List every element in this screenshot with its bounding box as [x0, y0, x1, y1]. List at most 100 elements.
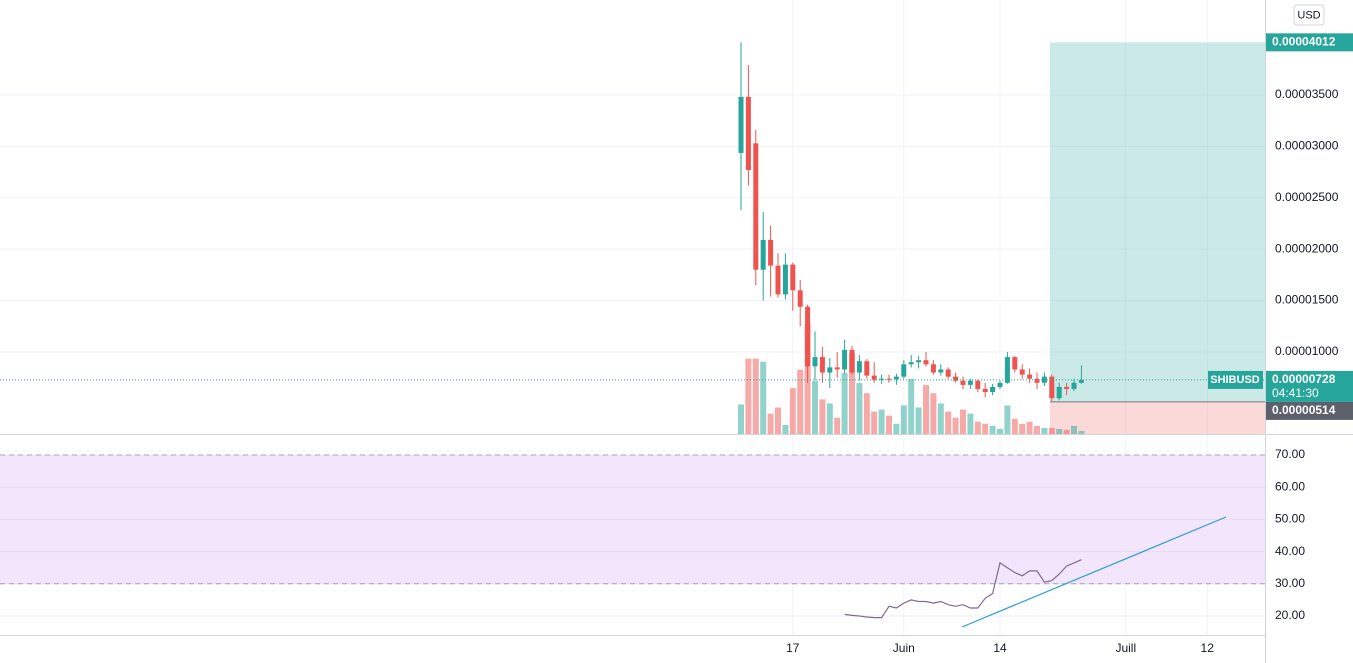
entry-label-bg [1266, 401, 1353, 420]
candle-body [1049, 376, 1055, 399]
candle-body [975, 380, 981, 389]
candle-body [953, 376, 959, 381]
y-tick-label: 70.00 [1275, 447, 1305, 461]
volume-bar [738, 404, 744, 434]
candle-body [1056, 386, 1062, 399]
volume-bar [819, 399, 826, 434]
candle-body [1034, 378, 1040, 383]
volume-bar [856, 383, 863, 434]
candle-body [775, 265, 781, 295]
candle-body [1078, 379, 1084, 383]
candle-body [1027, 374, 1033, 379]
candle-body [1064, 386, 1070, 389]
x-tick-label: 17 [786, 641, 800, 655]
entry-label: 0.00000514 [1272, 403, 1336, 417]
price-label: 0.00000728 [1272, 372, 1336, 386]
volume-bar [1004, 405, 1011, 434]
volume-bar [1026, 421, 1033, 434]
x-tick-label: Juin [893, 641, 915, 655]
candle-body [827, 367, 833, 373]
candle-body [916, 360, 922, 363]
volume-bar [915, 407, 922, 434]
volume-bar [863, 393, 870, 434]
candle-body [812, 357, 818, 367]
candle-body [945, 369, 951, 377]
grid-layer [0, 0, 1265, 635]
volume-bar [886, 415, 892, 434]
volume-bar [900, 405, 907, 434]
candle-body [982, 388, 988, 393]
candle-body [745, 96, 751, 171]
candle-body [997, 382, 1003, 387]
volume-bar [826, 403, 833, 434]
volume-bar [745, 358, 752, 434]
candle-body [923, 360, 929, 365]
y-tick-label: 0.00001000 [1275, 344, 1339, 358]
candle-body [1004, 357, 1010, 383]
candle-body [930, 364, 936, 373]
loss-zone [1050, 401, 1265, 434]
candle-body [879, 378, 885, 380]
candle-body [819, 357, 825, 373]
y-tick-label: 40.00 [1275, 544, 1305, 558]
candle-body [849, 349, 855, 373]
x-tick-label: Juill [1115, 641, 1136, 655]
volume-bar [982, 423, 989, 434]
countdown-label: 04:41:30 [1272, 386, 1319, 400]
volume-bar [812, 381, 818, 434]
y-tick-label: 30.00 [1275, 576, 1305, 590]
volume-bar [782, 424, 789, 434]
y-tick-label: 0.00003000 [1275, 139, 1339, 153]
y-tick-label: 20.00 [1275, 608, 1305, 622]
currency-label[interactable]: USD [1297, 9, 1320, 21]
candle-body [834, 367, 840, 370]
volume-bar [797, 369, 804, 434]
currency-button[interactable] [1293, 4, 1325, 26]
volume-bar [1019, 423, 1026, 434]
volume-bar [871, 411, 878, 434]
x-tick-label: 14 [993, 641, 1007, 655]
volume-bar [760, 361, 767, 434]
candle-body [842, 349, 848, 370]
candle-body [805, 306, 811, 367]
volume-bar [1071, 425, 1077, 434]
trend-line [961, 516, 1227, 628]
candle-body [760, 239, 766, 270]
volume-bar [930, 393, 937, 434]
volume-bar [937, 403, 944, 434]
candle-body [1071, 382, 1077, 389]
candle-body [967, 380, 973, 385]
y-tick-label: 60.00 [1275, 479, 1305, 493]
candle-body [790, 264, 796, 291]
volume-bar [989, 425, 996, 434]
volume-bar [1063, 429, 1070, 434]
volume-bar [789, 388, 796, 434]
volume-bar [893, 423, 900, 434]
axis-layer: 17 Juin 14 Juill 12 0.00001000 0.00001500 0.000… [786, 33, 1353, 655]
y-tick-label: 0.00003500 [1275, 87, 1339, 101]
candle-body [738, 96, 744, 153]
rsi-band [0, 455, 1265, 584]
price-label-bg [1266, 370, 1353, 402]
volume-bar [923, 385, 929, 434]
target-label-bg [1266, 33, 1353, 52]
volume-bar [908, 379, 915, 434]
candle-body [768, 239, 774, 266]
candle-body [871, 375, 877, 380]
volume-bar [752, 358, 759, 434]
x-tick-label: 12 [1201, 641, 1215, 655]
candle-body [1012, 357, 1018, 370]
symbol-label: SHIBUSD [1210, 374, 1260, 386]
volume-bar [1048, 427, 1055, 434]
target-label: 0.00004012 [1272, 35, 1336, 49]
candle-body [856, 361, 862, 373]
candle-body [901, 364, 907, 377]
y-tick-label: 0.00002500 [1275, 190, 1339, 204]
candle-body [893, 376, 899, 380]
volume-bar [945, 411, 952, 434]
volume-bar [878, 409, 885, 434]
volume-bar [974, 421, 981, 434]
y-tick-label: 0.00001500 [1275, 293, 1339, 307]
volume-bar [849, 353, 855, 434]
candle-body [886, 378, 892, 380]
